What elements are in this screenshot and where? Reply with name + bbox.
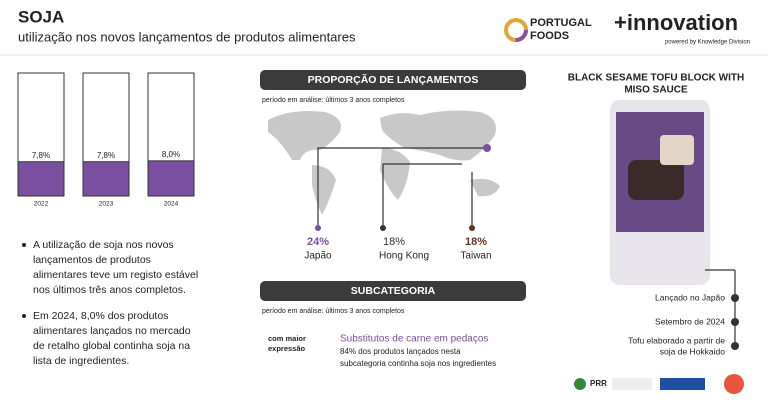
bullet-dot [22, 243, 26, 247]
connector [317, 147, 487, 228]
section-header [260, 281, 526, 301]
product-image [610, 100, 710, 285]
bar [17, 161, 65, 197]
location-dot [483, 144, 491, 152]
x-tick-label: 2023 [99, 201, 114, 208]
bullet-text: de retalho global continha soja na [33, 340, 190, 352]
product-title: BLACK SESAME TOFU BLOCK WITH [568, 73, 744, 84]
badge [660, 135, 694, 165]
fact-text: Setembro de 2024 [655, 316, 725, 326]
facts: Lançado no Japão Setembro de 2024 Tofu ela… [628, 292, 739, 356]
map-land [268, 111, 341, 160]
country-label: Hong Kong [379, 251, 429, 262]
logo-text: PORTUGAL [530, 17, 592, 29]
logo-text: FOODS [530, 30, 569, 42]
map-land [470, 178, 500, 197]
subcategory-desc: 84% dos produtos lançados nesta [340, 347, 461, 356]
footer-logo [574, 378, 586, 390]
fact-text: soja de Hokkaido [660, 346, 725, 356]
location-dot [380, 225, 386, 231]
section-title: SUBCATEGORIA [351, 285, 436, 297]
footer-logo-text: PRR [590, 379, 607, 388]
country-label: Taiwan [460, 251, 491, 262]
section-header [260, 70, 526, 90]
value-label: 8,0% [162, 150, 180, 159]
share-label: 18% [465, 236, 487, 248]
share-label: 24% [307, 236, 329, 248]
footer-logos: PRR [574, 374, 744, 394]
bar [147, 160, 195, 197]
key-label: expressão [268, 344, 306, 353]
footer-logo [724, 374, 744, 394]
fact-text: Tofu elaborado a partir de [628, 335, 725, 345]
subcategory-desc: subcategoria continha soja nos ingredien… [340, 359, 496, 368]
country-label: Japão [304, 251, 332, 262]
logo-ring [504, 18, 528, 42]
period-note: período em análise: últimos 3 anos compl… [262, 97, 405, 104]
bar [82, 161, 130, 197]
title: SOJA [18, 7, 64, 26]
timeline-dot [731, 318, 739, 326]
period-note: período em análise: últimos 3 anos compl… [262, 308, 405, 315]
product-title: MISO SAUCE [624, 85, 688, 96]
fact-text: Lançado no Japão [655, 292, 725, 302]
connector [382, 163, 462, 228]
timeline-dot [731, 294, 739, 302]
bullet-text: nos últimos três anos completos. [33, 284, 186, 296]
value-label: 7,8% [32, 151, 50, 160]
bullet-text: Em 2024, 8,0% dos produtos [33, 310, 168, 322]
subcategory-name: Substitutos de carne em pedaços [340, 334, 488, 345]
section-title: PROPORÇÃO DE LANÇAMENTOS [308, 73, 479, 86]
footer-logo [660, 378, 705, 390]
tofu [628, 160, 684, 200]
bullet-text: lista de ingredientes. [33, 355, 129, 367]
footer-logo [612, 378, 652, 390]
bullet-text: alimentares teve um registo estável [33, 269, 198, 281]
value-label: 7,8% [97, 151, 115, 160]
location-dot [315, 225, 321, 231]
map-land [380, 148, 410, 200]
map-land [312, 165, 336, 215]
share-label: 18% [383, 236, 405, 248]
world-map [268, 110, 500, 215]
bullet-dot [22, 314, 26, 318]
bullet-text: A utilização de soja nos novos [33, 239, 174, 251]
location-dot [469, 225, 475, 231]
x-tick-label: 2024 [164, 201, 179, 208]
connector-lines [317, 147, 487, 228]
x-tick-label: 2022 [34, 201, 49, 208]
portugal-foods-logo: PORTUGAL FOODS [504, 17, 592, 42]
logo-text: +innovation [614, 10, 738, 35]
subtitle: utilização nos novos lançamentos de prod… [18, 29, 356, 44]
timeline-dot [731, 342, 739, 350]
bullet-text: alimentares lançados no mercado [33, 325, 191, 337]
bullet-text: lançamentos de produtos [33, 254, 151, 266]
key-label: com maior [268, 334, 306, 343]
logo-subtext: powered by Knowledge Division [665, 40, 750, 46]
